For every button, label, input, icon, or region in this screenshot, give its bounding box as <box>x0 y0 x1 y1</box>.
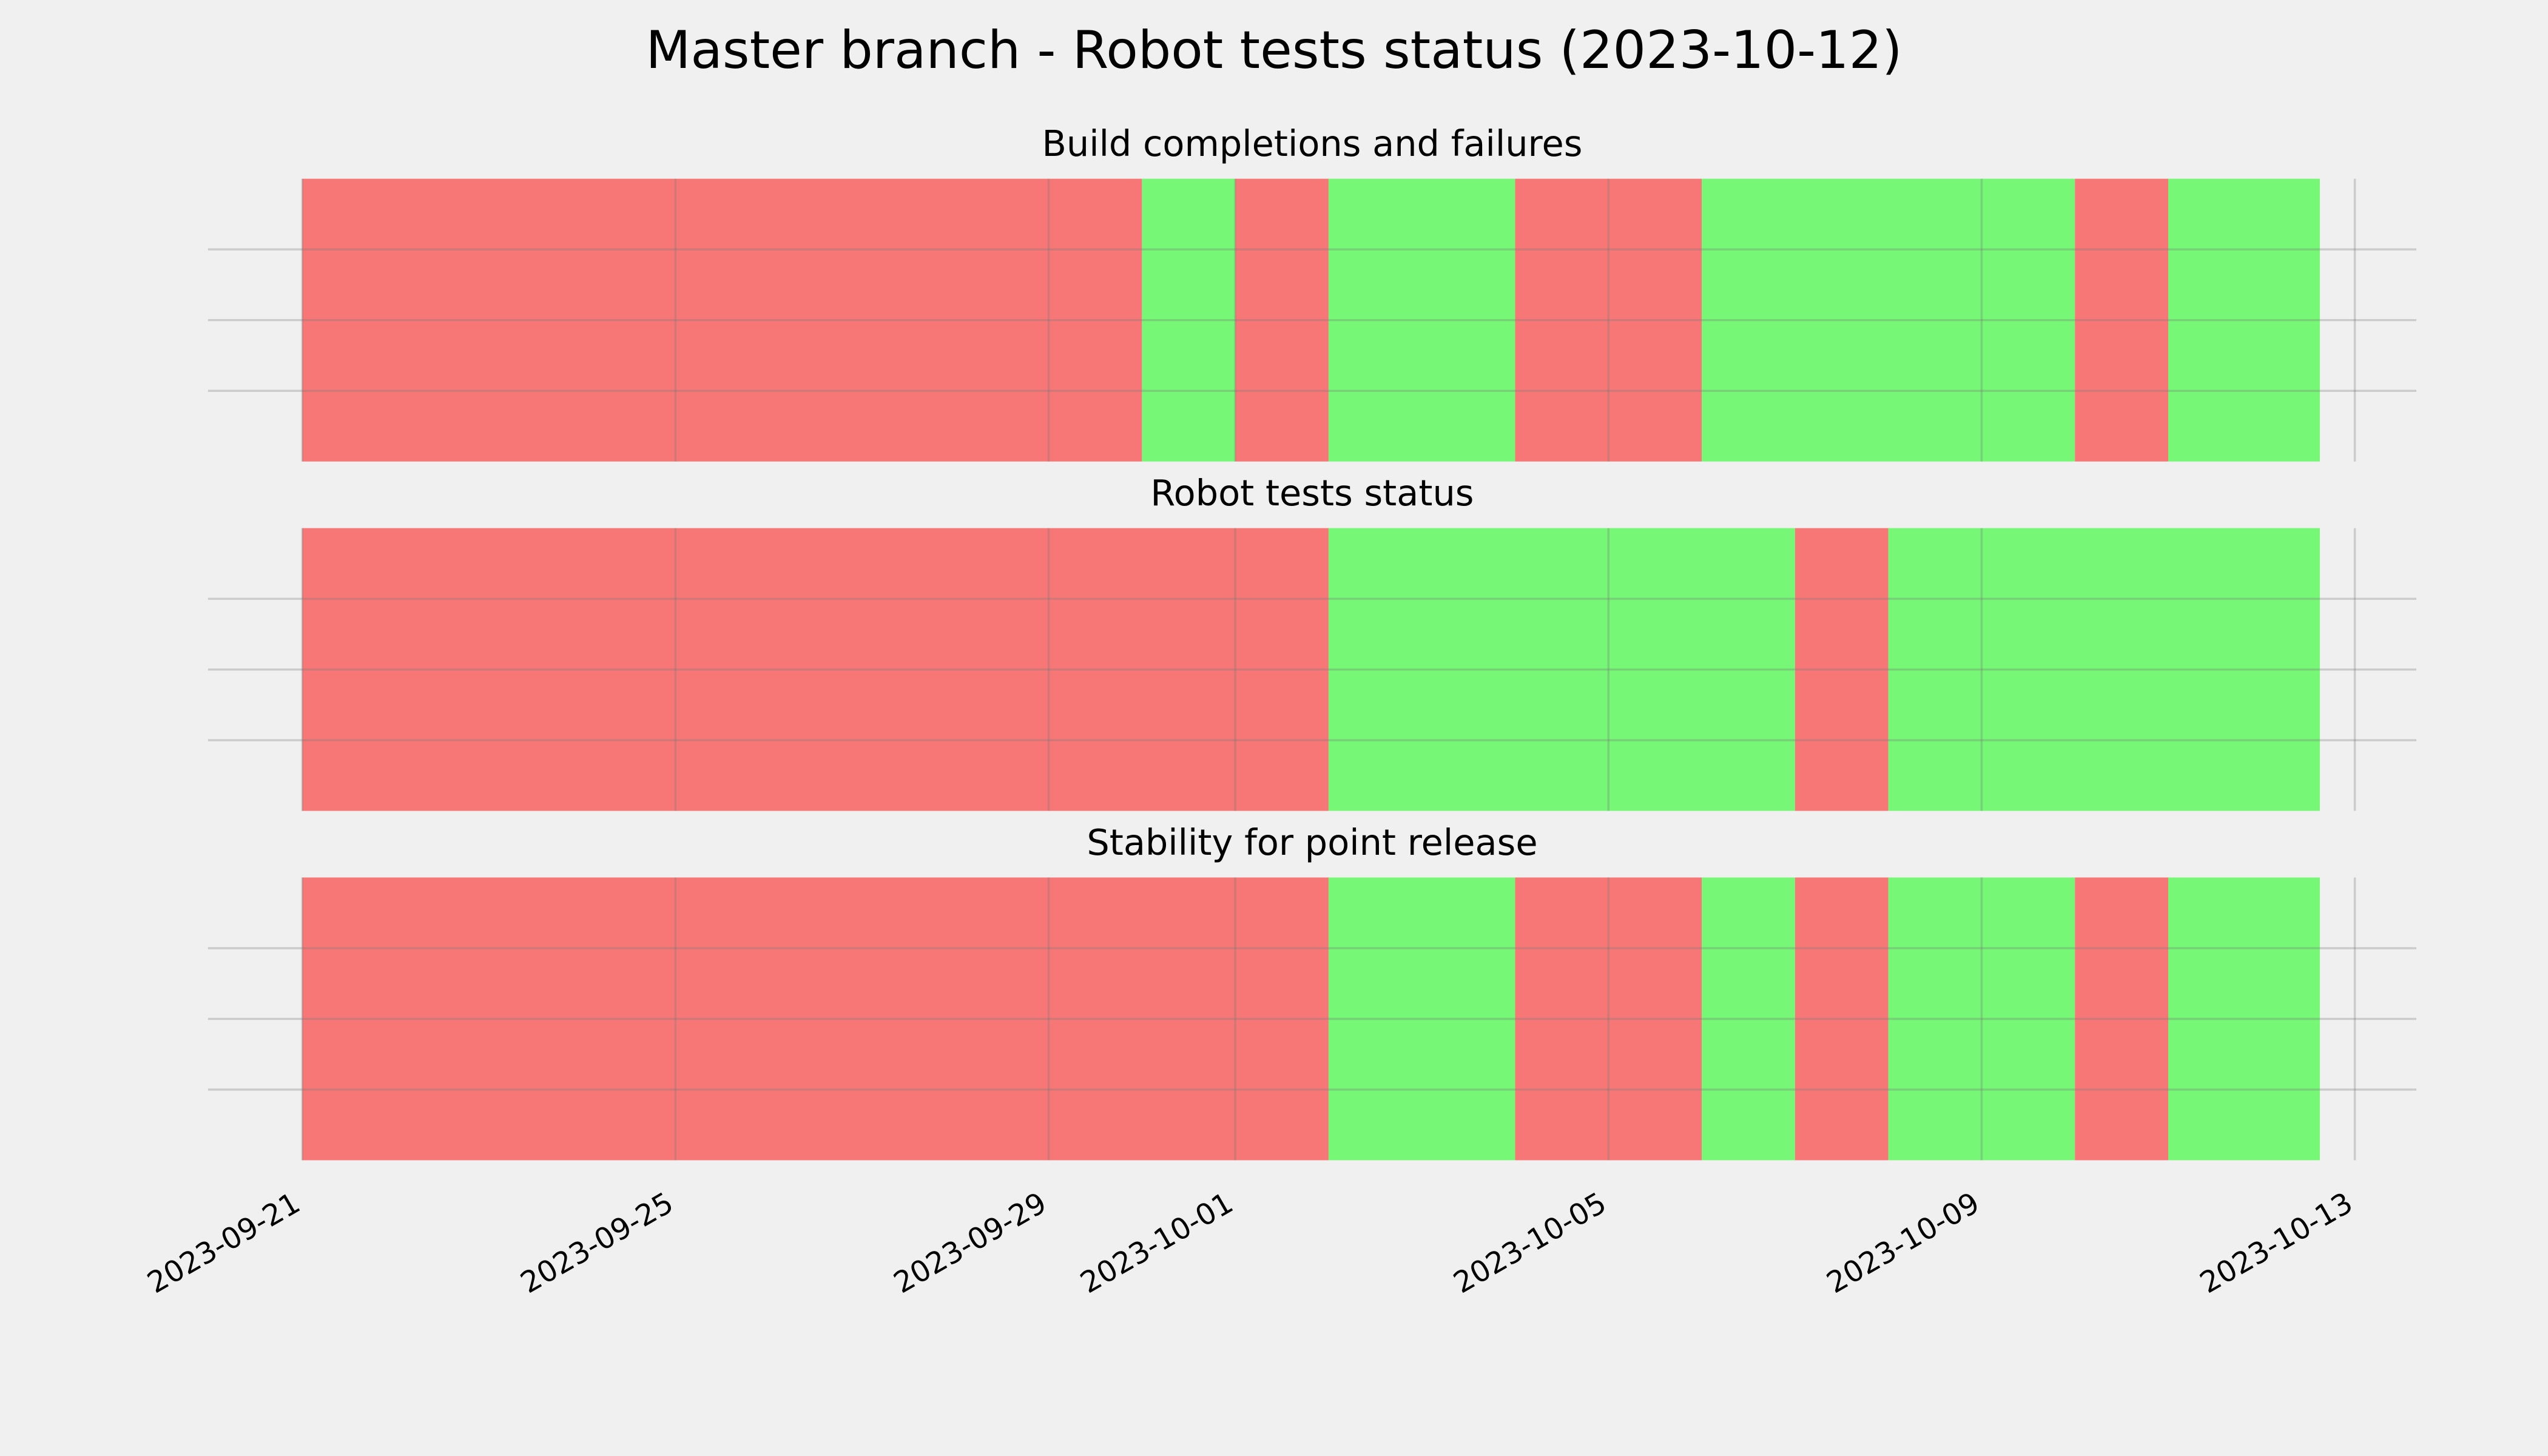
status-band <box>1888 877 2075 1161</box>
subplot-title: Stability for point release <box>1087 821 1537 863</box>
subplot-title: Build completions and failures <box>1042 123 1582 164</box>
status-band <box>1515 178 1702 462</box>
status-band <box>1795 528 1889 811</box>
status-band <box>1328 528 1795 811</box>
status-band <box>1702 178 2075 462</box>
status-band <box>1702 877 1795 1161</box>
status-band <box>1328 877 1515 1161</box>
status-band <box>1515 877 1702 1161</box>
status-band <box>302 528 1329 811</box>
subplot-title: Robot tests status <box>1150 472 1474 514</box>
status-band <box>2075 178 2169 462</box>
status-band <box>302 877 1329 1161</box>
status-band <box>1235 178 1329 462</box>
status-band <box>1795 877 1889 1161</box>
status-band <box>1142 178 1236 462</box>
status-band <box>2168 178 2320 462</box>
status-band <box>1328 178 1515 462</box>
status-band <box>2168 877 2320 1161</box>
status-band <box>1888 528 2320 811</box>
status-band <box>302 178 1142 462</box>
chart-title: Master branch - Robot tests status (2023… <box>645 20 1902 81</box>
status-band <box>2075 877 2169 1161</box>
